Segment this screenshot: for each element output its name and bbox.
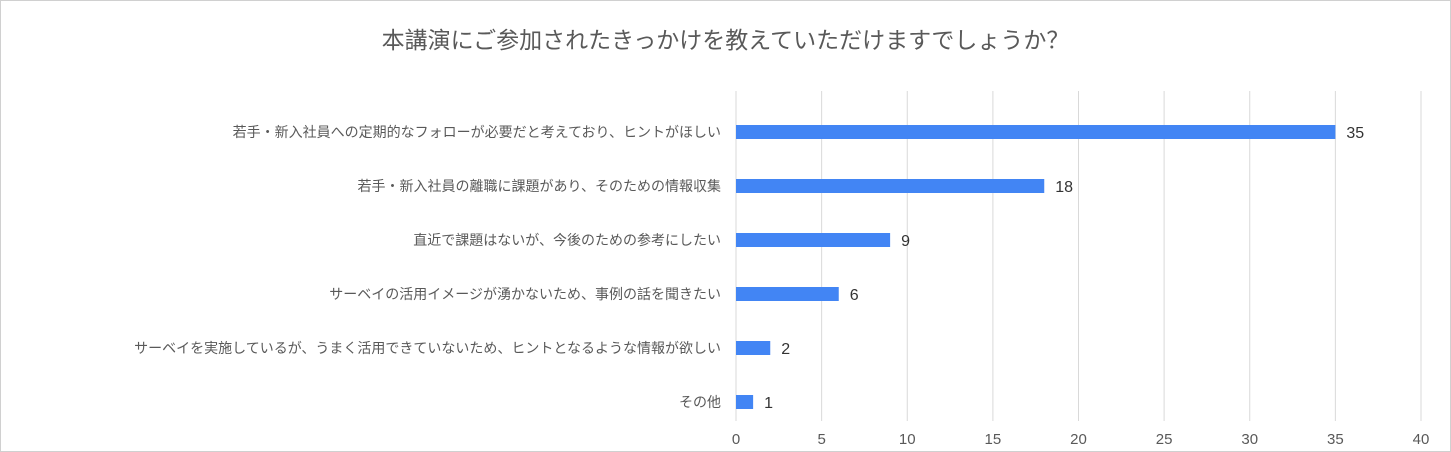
x-tick-label: 20 — [1070, 431, 1087, 448]
category-label: 若手・新入社員の離職に課題があり、そのための情報収集 — [358, 178, 721, 195]
category-label: サーベイの活用イメージが湧かないため、事例の話を聞きたい — [329, 286, 721, 303]
data-label: 35 — [1346, 125, 1364, 142]
x-tick-label: 35 — [1327, 431, 1344, 448]
x-tick-label: 0 — [732, 431, 740, 448]
data-label: 2 — [781, 341, 790, 358]
data-label: 1 — [764, 395, 773, 412]
bar — [736, 125, 1336, 139]
category-label: その他 — [679, 395, 721, 411]
bar — [736, 341, 771, 355]
bar — [736, 233, 891, 247]
x-tick-label: 30 — [1241, 431, 1258, 448]
x-tick-label: 10 — [899, 431, 916, 448]
bar — [736, 395, 754, 409]
data-label: 18 — [1055, 179, 1073, 196]
data-label: 6 — [850, 287, 859, 304]
data-label: 9 — [901, 233, 910, 250]
x-tick-label: 25 — [1156, 431, 1173, 448]
bar — [736, 179, 1045, 193]
x-tick-label: 40 — [1413, 431, 1430, 448]
category-label: サーベイを実施しているが、うまく活用できていないため、ヒントとなるような情報が欲… — [134, 341, 721, 357]
x-tick-label: 5 — [817, 431, 825, 448]
category-label: 直近で課題はないが、今後のための参考にしたい — [413, 232, 721, 249]
chart-title: 本講演にご参加されたきっかけを教えていただけますでしょうか？ — [381, 28, 1070, 54]
bar — [736, 287, 839, 301]
x-tick-label: 15 — [985, 431, 1002, 448]
category-label: 若手・新入社員への定期的なフォローが必要だと考えており、ヒントがほしい — [233, 125, 721, 141]
